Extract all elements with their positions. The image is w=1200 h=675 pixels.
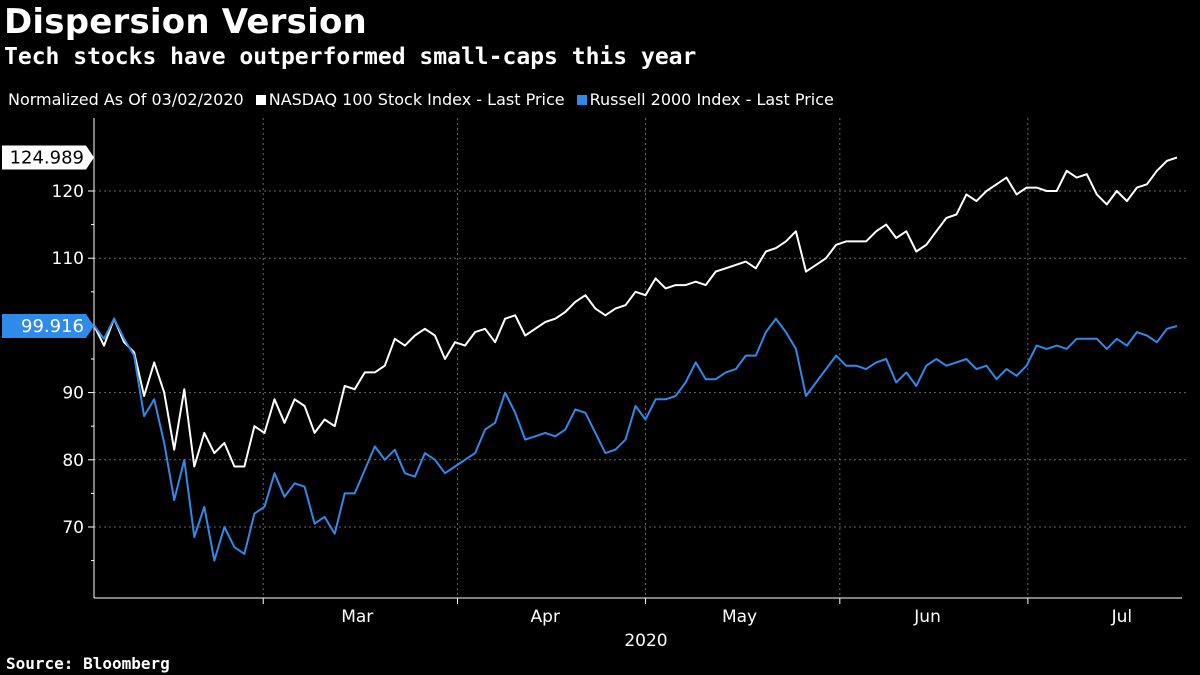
legend-label-russell: Russell 2000 Index - Last Price bbox=[589, 90, 834, 109]
series-line-nasdaq bbox=[93, 156, 1178, 468]
ytick-label-70: 70 bbox=[62, 518, 84, 538]
chart-subtitle: Tech stocks have outperformed small-caps… bbox=[4, 44, 697, 70]
xtick-label-mar: Mar bbox=[341, 607, 373, 627]
legend-normalized-note: Normalized As Of 03/02/2020 bbox=[8, 90, 244, 109]
xtick-label-may: May bbox=[722, 607, 757, 627]
legend-item-russell: Russell 2000 Index - Last Price bbox=[576, 90, 834, 109]
last-value-tag-russell bbox=[2, 313, 94, 338]
legend-label-nasdaq: NASDAQ 100 Stock Index - Last Price bbox=[268, 90, 565, 109]
legend-swatch-russell bbox=[576, 94, 587, 105]
last-value-tag-nasdaq bbox=[2, 145, 94, 170]
xtick-label-apr: Apr bbox=[531, 607, 560, 627]
x-year-label: 2020 bbox=[624, 631, 667, 651]
ytick-label-120: 120 bbox=[52, 182, 84, 202]
last-value-label-nasdaq: 124.989 bbox=[10, 147, 84, 168]
series-line-russell bbox=[93, 317, 1178, 562]
legend: Normalized As Of 03/02/2020 NASDAQ 100 S… bbox=[8, 90, 846, 109]
source-note: Source: Bloomberg bbox=[6, 654, 170, 673]
xtick-label-jun: Jun bbox=[913, 607, 941, 627]
ytick-label-110: 110 bbox=[52, 249, 84, 269]
legend-item-nasdaq: NASDAQ 100 Stock Index - Last Price bbox=[255, 90, 565, 109]
ytick-label-90: 90 bbox=[62, 384, 84, 404]
legend-swatch-nasdaq bbox=[255, 94, 266, 105]
last-value-label-russell: 99.916 bbox=[21, 316, 84, 337]
ytick-label-80: 80 bbox=[62, 451, 84, 471]
chart-title: Dispersion Version bbox=[4, 2, 367, 42]
xtick-label-jul: Jul bbox=[1111, 607, 1133, 627]
